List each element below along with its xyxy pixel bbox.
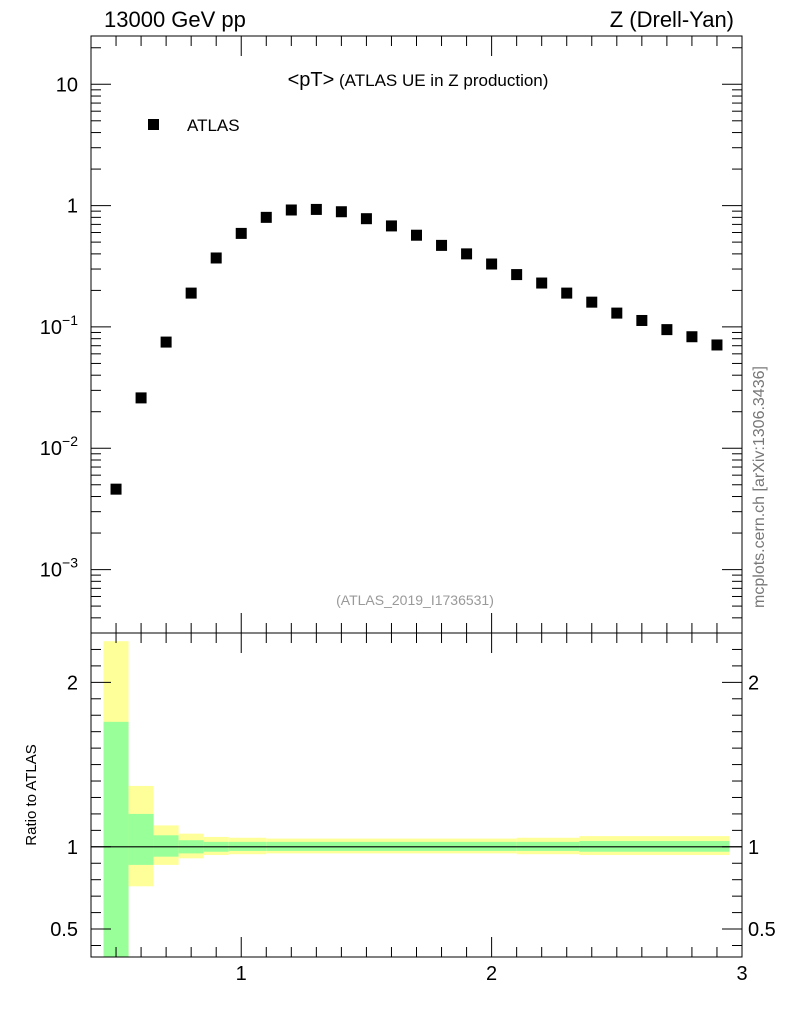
data-point	[160, 336, 172, 348]
data-point	[686, 331, 698, 343]
ratio-tick-label-left: 1	[67, 837, 78, 859]
ratio-tick-label-right: 0.5	[748, 919, 776, 941]
data-point	[185, 287, 197, 299]
ratio-tick-label-right: 1	[748, 837, 759, 859]
ratio-band-inner	[103, 721, 129, 957]
y-tick-label: 1	[67, 196, 78, 218]
source-side-label: mcplots.cern.ch [arXiv:1306.3436]	[751, 366, 768, 608]
x-tick-label: 1	[236, 963, 247, 985]
y-tick-label: 10−3	[40, 555, 78, 582]
ratio-tick-label-left: 0.5	[50, 919, 78, 941]
process-label: Z (Drell-Yan)	[609, 7, 734, 32]
data-point	[486, 258, 498, 270]
data-point	[285, 204, 297, 216]
data-point	[411, 229, 422, 241]
data-point	[135, 392, 147, 404]
ratio-plot-frame	[90, 632, 743, 958]
analysis-watermark: (ATLAS_2019_I1736531)	[336, 592, 494, 608]
data-point	[511, 269, 523, 281]
data-point	[436, 239, 448, 251]
x-tick-label: 3	[736, 963, 747, 985]
data-point	[385, 220, 397, 232]
data-point	[461, 248, 473, 260]
y-tick-label: 10−2	[40, 433, 78, 460]
data-point	[536, 277, 548, 289]
ratio-tick-label-right: 2	[748, 672, 759, 694]
energy-label: 13000 GeV pp	[104, 7, 246, 32]
data-point	[586, 296, 598, 308]
x-tick-label: 2	[486, 963, 497, 985]
data-point	[611, 307, 623, 319]
ratio-band-inner	[153, 835, 179, 857]
legend-label: ATLAS	[187, 116, 240, 135]
data-point	[661, 324, 673, 336]
data-point	[260, 211, 272, 223]
data-point	[210, 252, 222, 264]
legend-marker	[148, 119, 159, 130]
y-tick-label: 10−1	[40, 312, 78, 339]
ratio-axis-label: Ratio to ATLAS	[23, 744, 40, 845]
plot-title: <pT> (ATLAS UE in Z production)	[288, 69, 549, 91]
data-point	[235, 227, 247, 239]
ratio-band-inner	[128, 813, 154, 865]
data-point	[310, 203, 322, 215]
data-point	[110, 483, 122, 495]
data-point	[335, 206, 347, 218]
y-tick-label: 10	[56, 74, 78, 96]
data-point	[561, 287, 573, 299]
data-point	[360, 213, 372, 225]
data-point	[711, 339, 723, 351]
data-point	[636, 314, 648, 326]
ratio-tick-label-left: 2	[67, 672, 78, 694]
